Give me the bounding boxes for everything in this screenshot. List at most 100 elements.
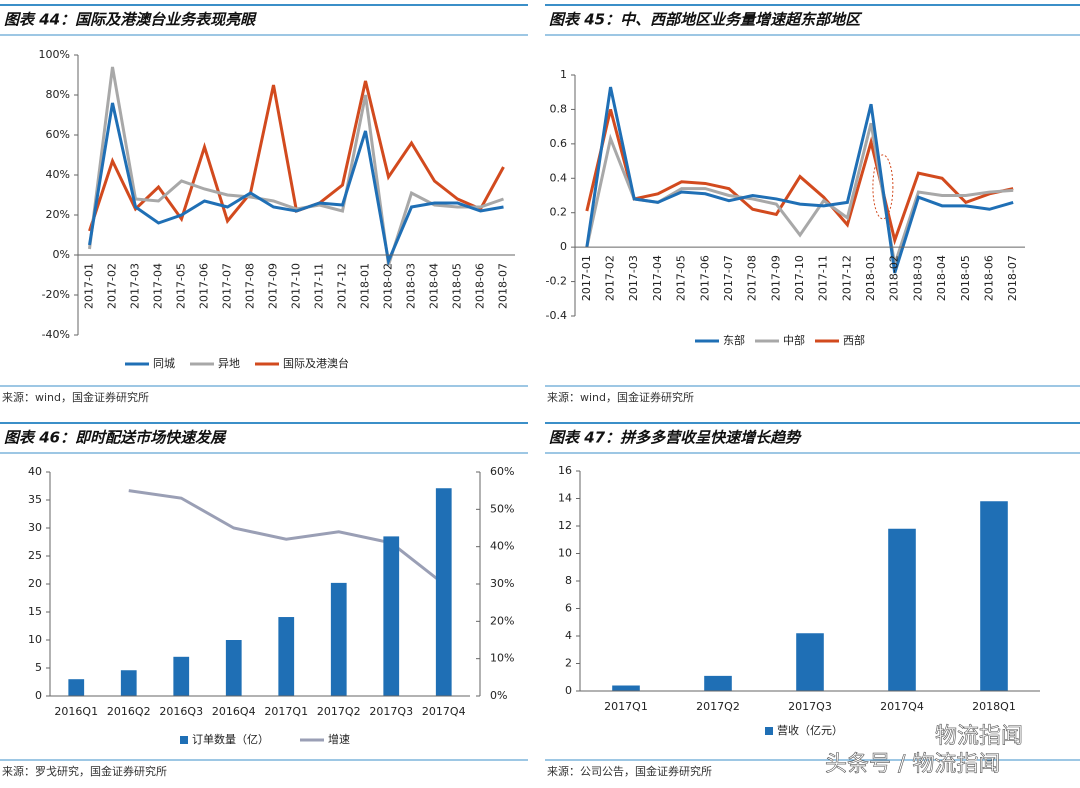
bar — [796, 633, 824, 691]
y-tick-label: 0.6 — [550, 137, 568, 150]
y2-tick-label: 0% — [490, 689, 507, 702]
bar — [330, 582, 347, 696]
x-tick-label: 2017Q2 — [317, 705, 361, 718]
x-tick-label: 2017-02 — [106, 263, 119, 309]
x-tick-label: 2017-07 — [722, 255, 735, 301]
x-tick-label: 2017-09 — [769, 255, 782, 301]
x-tick-label: 2018-04 — [935, 255, 948, 301]
bar — [225, 640, 242, 696]
x-tick-label: 2017-10 — [793, 255, 806, 301]
y-tick-label: 16 — [558, 464, 572, 477]
watermark: 头条号 / 物流指闻 — [825, 752, 1000, 777]
source: 来源：罗戈研究，国金证券研究所 — [2, 764, 167, 778]
x-tick-label: 2017-08 — [244, 263, 257, 309]
y-tick-label: 0.4 — [550, 171, 568, 184]
bar — [704, 675, 732, 691]
legend-label: 国际及港澳台 — [283, 356, 349, 370]
y-tick-label: 12 — [558, 519, 572, 532]
y-tick-label: 20 — [28, 577, 42, 590]
bar — [888, 528, 916, 691]
x-tick-label: 2017-05 — [175, 263, 188, 309]
chart-title: 图表 44：国际及港澳台业务表现亮眼 — [4, 11, 257, 29]
x-tick-label: 2018-05 — [959, 255, 972, 301]
y-tick-label: 6 — [565, 602, 572, 615]
bar — [120, 670, 137, 696]
y-tick-label: 0% — [53, 248, 70, 261]
x-tick-label: 2018-02 — [888, 255, 901, 301]
y-tick-label: 60% — [46, 128, 70, 141]
source: 来源：wind，国金证券研究所 — [2, 390, 149, 404]
x-tick-label: 2017Q3 — [369, 705, 413, 718]
bar — [612, 685, 640, 691]
legend-label: 订单数量（亿） — [192, 733, 269, 746]
legend-label: 东部 — [723, 333, 745, 347]
chart-title: 图表 47：拼多多营收呈快速增长趋势 — [549, 429, 802, 447]
highlight — [872, 154, 894, 220]
y2-tick-label: 50% — [490, 502, 514, 515]
line — [585, 109, 1014, 246]
y-tick-label: 0 — [565, 684, 572, 697]
x-tick-label: 2017Q1 — [264, 705, 308, 718]
y-tick-label: 15 — [28, 605, 42, 618]
legend-label: 中部 — [783, 333, 805, 347]
y-tick-label: 80% — [46, 88, 70, 101]
x-tick-label: 2018-01 — [359, 263, 372, 309]
y-tick-label: -20% — [42, 288, 70, 301]
bar — [173, 656, 190, 696]
x-tick-label: 2018-05 — [451, 263, 464, 309]
y-tick-label: 4 — [565, 629, 572, 642]
x-tick-label: 2017-04 — [152, 263, 165, 309]
x-tick-label: 2017-03 — [129, 263, 142, 309]
x-tick-label: 2016Q2 — [107, 705, 151, 718]
x-tick-label: 2017-12 — [336, 263, 349, 309]
bar — [278, 617, 295, 696]
x-tick-label: 2017-07 — [221, 263, 234, 309]
source: 来源：wind，国金证券研究所 — [547, 390, 694, 404]
y-tick-label: 1 — [560, 68, 567, 81]
x-tick-label: 2018-01 — [864, 255, 877, 301]
x-tick-label: 2017-09 — [267, 263, 280, 309]
x-tick-label: 2018-07 — [1006, 255, 1019, 301]
x-tick-label: 2017-02 — [604, 255, 617, 301]
y-tick-label: 25 — [28, 549, 42, 562]
x-tick-label: 2017-12 — [840, 255, 853, 301]
x-tick-label: 2018-06 — [982, 255, 995, 301]
x-tick-label: 2016Q4 — [212, 705, 256, 718]
bar — [980, 501, 1008, 691]
x-tick-label: 2018Q1 — [972, 700, 1016, 713]
line — [88, 102, 504, 267]
bar — [383, 536, 400, 696]
x-tick-label: 2017-04 — [651, 255, 664, 301]
x-tick-label: 2018-04 — [428, 263, 441, 309]
x-tick-label: 2017-01 — [580, 255, 593, 301]
y-tick-label: 0.8 — [550, 102, 568, 115]
x-tick-label: 2017-06 — [698, 255, 711, 301]
x-tick-label: 2018-02 — [382, 263, 395, 309]
logo: 物流指闻 — [935, 724, 1023, 749]
y-tick-label: 5 — [35, 661, 42, 674]
y2-tick-label: 40% — [490, 540, 514, 553]
chart-title: 图表 46：即时配送市场快速发展 — [4, 429, 227, 447]
x-tick-label: 2017Q1 — [604, 700, 648, 713]
y-tick-label: 10 — [28, 633, 42, 646]
x-tick-label: 2018-03 — [911, 255, 924, 301]
line — [585, 122, 1014, 265]
y-tick-label: -40% — [42, 328, 70, 341]
y-tick-label: 8 — [565, 574, 572, 587]
legend-label: 营收（亿元） — [777, 723, 843, 737]
y-tick-label: 30 — [28, 521, 42, 534]
source: 来源：公司公告，国金证券研究所 — [547, 764, 712, 778]
line — [88, 66, 504, 266]
x-tick-label: 2017-11 — [817, 255, 830, 301]
x-tick-label: 2016Q3 — [159, 705, 203, 718]
y2-tick-label: 30% — [490, 577, 514, 590]
x-tick-label: 2017-06 — [198, 263, 211, 309]
x-tick-label: 2017-08 — [746, 255, 759, 301]
x-tick-label: 2017-11 — [313, 263, 326, 309]
x-tick-label: 2017Q4 — [880, 700, 924, 713]
y2-tick-label: 10% — [490, 652, 514, 665]
x-tick-label: 2017-05 — [675, 255, 688, 301]
legend-label: 异地 — [218, 357, 240, 370]
line — [585, 86, 1014, 274]
